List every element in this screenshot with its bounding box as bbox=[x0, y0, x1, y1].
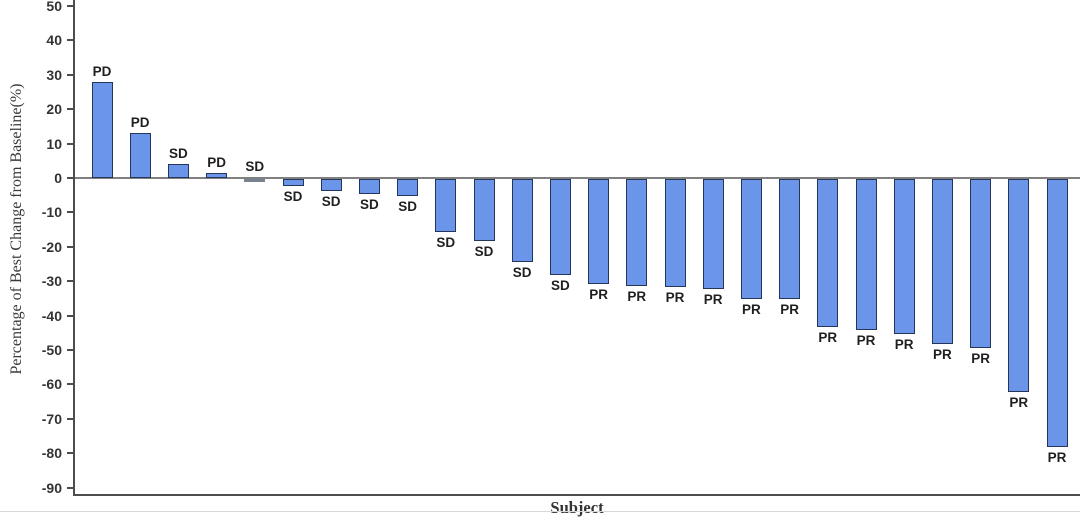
bar bbox=[1008, 179, 1030, 393]
bar-response-label: PR bbox=[703, 292, 723, 308]
image-bottom-edge bbox=[0, 511, 1080, 512]
bar-response-label: SD bbox=[551, 278, 570, 294]
y-tick-label: 40 bbox=[46, 32, 62, 49]
x-axis-line bbox=[73, 494, 1080, 496]
y-tick-label: 30 bbox=[46, 66, 62, 83]
bar-response-label: SD bbox=[436, 235, 456, 251]
bar bbox=[206, 172, 228, 178]
bar bbox=[664, 179, 686, 288]
bar bbox=[740, 179, 762, 300]
y-tick-label: -40 bbox=[41, 307, 62, 324]
bar-response-label: SD bbox=[512, 264, 532, 280]
bar-response-label: PD bbox=[92, 63, 112, 79]
y-tick-mark bbox=[67, 417, 73, 420]
bar bbox=[129, 133, 151, 178]
bar bbox=[588, 179, 610, 284]
y-tick-label: -30 bbox=[41, 273, 62, 290]
bar-response-label: SD bbox=[245, 159, 265, 174]
bar-response-label: PR bbox=[665, 290, 685, 306]
y-tick-label: -60 bbox=[41, 376, 62, 393]
bar-response-label: PR bbox=[627, 288, 647, 304]
bar-response-label: PR bbox=[742, 302, 761, 318]
bar bbox=[817, 179, 839, 327]
y-tick-mark bbox=[67, 314, 73, 317]
y-tick-mark bbox=[67, 383, 73, 386]
y-tick-label: -90 bbox=[41, 479, 62, 496]
y-tick-label: 0 bbox=[54, 170, 62, 186]
bar bbox=[702, 179, 724, 290]
bar-response-label: SD bbox=[360, 197, 379, 213]
y-tick-label: -20 bbox=[41, 238, 62, 255]
y-tick-mark bbox=[67, 39, 73, 42]
y-tick-mark bbox=[67, 108, 73, 111]
bar-response-label: PR bbox=[971, 350, 990, 366]
bar bbox=[167, 164, 189, 178]
y-tick-label: 20 bbox=[46, 101, 62, 118]
y-tick-mark bbox=[67, 211, 73, 214]
y-tick-mark bbox=[67, 73, 73, 76]
bar bbox=[549, 179, 571, 276]
bar bbox=[931, 179, 953, 345]
y-axis-line bbox=[73, 0, 75, 496]
bar-response-label: PD bbox=[207, 154, 226, 170]
bar bbox=[473, 179, 495, 241]
zero-bar bbox=[244, 179, 266, 182]
bar-response-label: PR bbox=[589, 286, 608, 302]
y-tick-mark bbox=[67, 486, 73, 489]
bar-response-label: PR bbox=[894, 336, 914, 352]
bar-response-label: PD bbox=[130, 115, 150, 131]
bar bbox=[511, 179, 533, 262]
bar bbox=[435, 179, 457, 233]
y-tick-label: 50 bbox=[46, 0, 62, 14]
bar-response-label: PR bbox=[1047, 450, 1067, 466]
y-tick-label: -80 bbox=[41, 445, 62, 462]
bar bbox=[779, 179, 801, 300]
bar bbox=[893, 179, 915, 334]
bar-response-label: SD bbox=[283, 188, 303, 204]
bar bbox=[1046, 179, 1068, 448]
bar-response-label: PR bbox=[856, 333, 876, 349]
y-tick-mark bbox=[67, 349, 73, 351]
x-axis-title: Subject bbox=[550, 498, 604, 517]
bar-response-label: PR bbox=[780, 302, 799, 318]
bar bbox=[358, 179, 380, 195]
y-tick-mark bbox=[67, 280, 73, 283]
y-tick-label: -70 bbox=[41, 410, 62, 427]
bar bbox=[397, 179, 419, 197]
bar bbox=[855, 179, 877, 331]
bar bbox=[282, 179, 304, 186]
y-tick-mark bbox=[67, 5, 73, 7]
bar bbox=[91, 81, 113, 178]
bar-response-label: PR bbox=[933, 347, 952, 363]
y-tick-mark bbox=[67, 142, 73, 145]
y-tick-label: -50 bbox=[41, 342, 62, 358]
y-tick-mark bbox=[67, 177, 73, 179]
bar-response-label: SD bbox=[321, 194, 341, 210]
y-tick-mark bbox=[67, 245, 73, 248]
bar bbox=[970, 179, 992, 348]
bar-response-label: PR bbox=[818, 329, 838, 345]
bar bbox=[320, 179, 342, 192]
y-tick-label: 10 bbox=[46, 135, 62, 152]
bar bbox=[626, 179, 648, 286]
bar-response-label: PR bbox=[1009, 395, 1029, 411]
zero-baseline bbox=[75, 177, 1080, 179]
y-tick-label: -10 bbox=[41, 204, 62, 221]
bar-response-label: SD bbox=[474, 243, 494, 259]
bar-response-label: SD bbox=[169, 146, 188, 162]
bar-response-label: SD bbox=[398, 199, 417, 215]
y-tick-mark bbox=[67, 452, 73, 455]
